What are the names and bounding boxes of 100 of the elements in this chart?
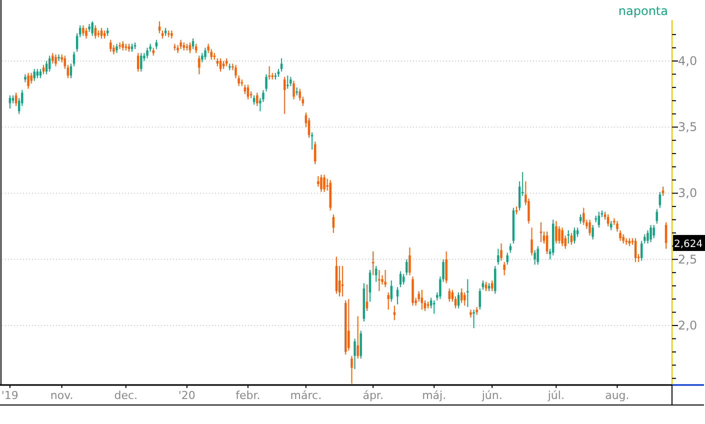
candlestick (256, 92, 258, 106)
candlestick (30, 72, 32, 84)
candlestick (158, 20, 161, 34)
candlestick (323, 174, 326, 192)
candlestick (314, 141, 316, 165)
candlestick (122, 40, 124, 51)
candlestick (478, 288, 481, 310)
candlestick (534, 250, 536, 266)
candlestick (619, 230, 622, 242)
candlestick (503, 262, 506, 276)
candlestick (14, 92, 18, 106)
candlestick (85, 27, 88, 40)
candlestick (579, 214, 582, 224)
y-tick-label: 4,0 (678, 54, 698, 68)
candlestick (310, 132, 314, 150)
x-tick-label: '19 (1, 389, 18, 402)
candlestick (506, 252, 508, 266)
candlestick (634, 238, 637, 263)
candlestick (100, 27, 103, 40)
candlestick (252, 94, 256, 106)
candlestick (180, 39, 182, 50)
candlestick (582, 207, 585, 226)
x-tick-label: jún. (480, 389, 502, 402)
candlestick (192, 38, 194, 50)
candlestick (39, 68, 42, 79)
candlestick (546, 231, 548, 255)
candlestick (536, 246, 539, 266)
candlestick (82, 24, 84, 36)
candlestick (457, 292, 460, 309)
candlestick (48, 55, 51, 72)
chart-subtitle: naponta (618, 4, 668, 18)
candlestick (387, 292, 390, 310)
candlestick (283, 76, 286, 114)
candlestick (36, 68, 38, 79)
candlestick (8, 94, 12, 110)
candlestick (650, 224, 652, 243)
candlestick (540, 222, 542, 243)
candlestick (244, 84, 246, 95)
candlestick (592, 224, 594, 240)
candlestick (384, 269, 386, 288)
candlestick (375, 265, 378, 282)
candlestick (433, 300, 436, 314)
candlestick (116, 43, 118, 54)
candlestick (54, 54, 57, 67)
candlestick (320, 174, 322, 192)
candlestick (664, 222, 668, 250)
y-tick-label: 3,5 (678, 120, 698, 134)
candlestick (460, 288, 463, 304)
candlestick (606, 214, 610, 227)
candlestick (561, 227, 564, 247)
candlestick (408, 246, 411, 276)
candlestick (530, 227, 533, 256)
candlestick (396, 286, 399, 305)
x-tick-label: júl. (546, 389, 564, 402)
candlestick (652, 224, 655, 239)
candlestick (356, 316, 359, 360)
y-tick-label: 2,0 (678, 318, 698, 332)
candlestick (420, 289, 424, 310)
candlestick (466, 278, 469, 308)
x-tick-label: nov. (50, 389, 74, 402)
candlestick (644, 234, 646, 244)
candlestick (91, 20, 94, 36)
candlestick (368, 269, 372, 302)
candlestick (140, 52, 142, 72)
candlestick (390, 280, 392, 302)
candlestick (497, 248, 500, 266)
candlestick (234, 64, 237, 79)
candlestick (332, 214, 335, 234)
candlestick (146, 47, 148, 59)
x-tick-label: dec. (114, 389, 138, 402)
candlestick (354, 338, 356, 370)
candlestick (265, 74, 268, 92)
candlestick (204, 47, 206, 60)
candlestick (137, 52, 140, 72)
candlestick (348, 298, 350, 352)
candlestick (402, 273, 405, 285)
candlestick (448, 288, 450, 302)
candlestick (567, 230, 570, 244)
candlestick (110, 39, 112, 52)
candlestick (412, 276, 414, 306)
candlestick (292, 80, 295, 100)
candlestick (42, 64, 45, 75)
annotation: 2,624 (674, 238, 703, 250)
candlestick (219, 58, 222, 72)
candlestick (482, 280, 484, 290)
candlestick (378, 269, 380, 292)
candlestick (494, 265, 496, 294)
candlestick (280, 58, 283, 72)
candlestick (445, 250, 448, 284)
candlestick (484, 281, 488, 292)
y-tick-label: 3,0 (678, 186, 698, 200)
candlestick (188, 42, 192, 54)
candlestick (372, 250, 374, 276)
candlestick (155, 39, 158, 50)
candlestick (570, 232, 573, 246)
x-tick-label: febr. (236, 389, 260, 402)
candlestick (598, 211, 600, 228)
candlestick (658, 191, 662, 208)
candlestick (341, 265, 344, 297)
x-tick-label: márc. (290, 389, 322, 402)
